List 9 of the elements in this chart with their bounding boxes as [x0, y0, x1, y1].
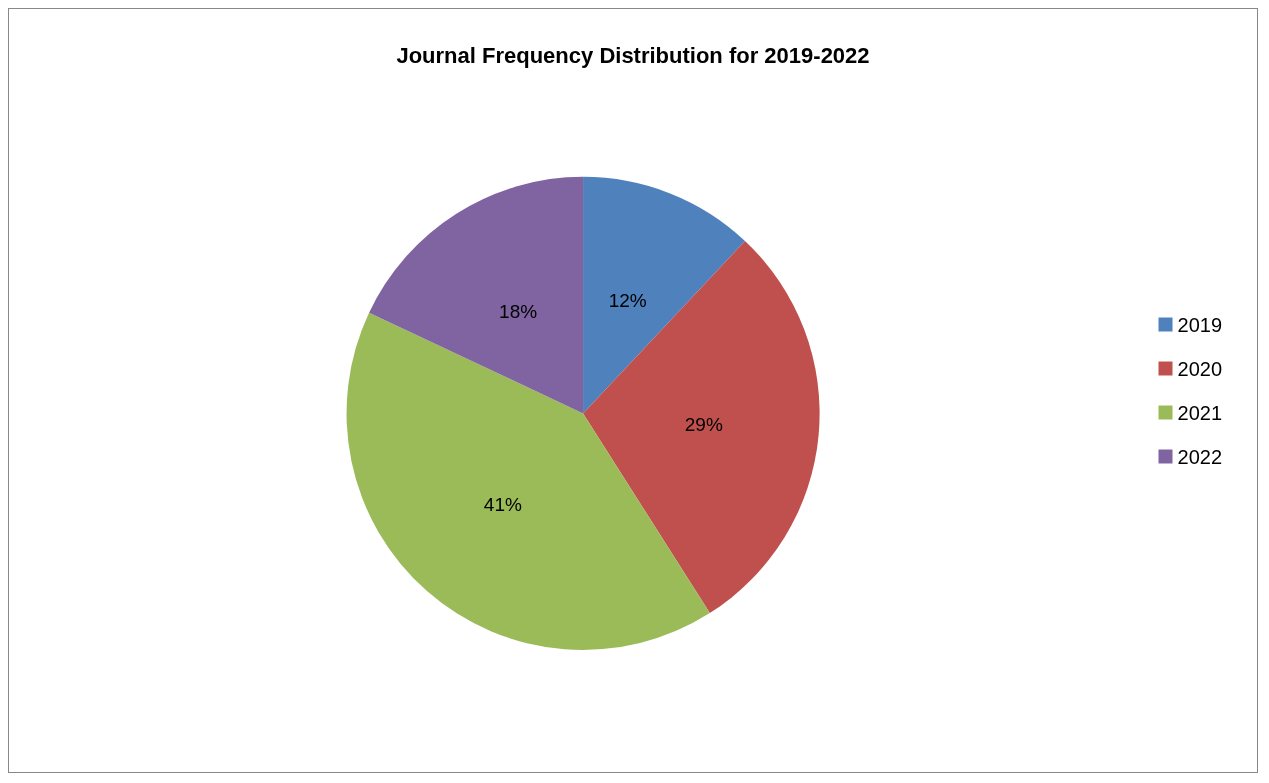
data-label: 12%: [608, 290, 647, 312]
data-label: 18%: [499, 300, 538, 322]
legend-label: 2021: [1177, 401, 1223, 424]
legend-label: 2019: [1177, 313, 1223, 336]
legend-label: 2022: [1177, 445, 1223, 468]
legend-label: 2020: [1177, 357, 1223, 380]
data-label: 41%: [483, 493, 522, 515]
chart-title: Journal Frequency Distribution for 2019-2022: [396, 42, 870, 68]
data-label: 29%: [684, 414, 723, 436]
